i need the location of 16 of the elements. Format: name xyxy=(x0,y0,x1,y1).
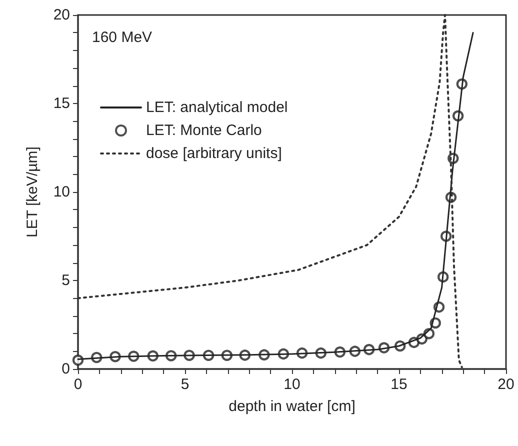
x-axis-title: depth in water [cm] xyxy=(228,398,356,415)
x-tick-label: 20 xyxy=(498,376,514,393)
y-axis-title: LET [keV/µm] xyxy=(24,146,41,238)
y-tick-label: 5 xyxy=(62,272,70,289)
y-tick-label: 0 xyxy=(62,360,70,378)
x-tick-label: 15 xyxy=(390,376,408,393)
legend-label: dose [arbitrary units] xyxy=(146,145,282,162)
y-tick-label: 15 xyxy=(53,95,70,112)
x-tick-label: 10 xyxy=(284,376,300,393)
y-tick-label: 20 xyxy=(53,6,70,24)
x-tick-label: 0 xyxy=(74,376,82,393)
y-tick-label: 10 xyxy=(53,184,70,200)
annotation: 160 MeV xyxy=(92,29,152,46)
x-tick-label: 5 xyxy=(180,376,190,393)
legend-label: LET: analytical model xyxy=(146,99,288,116)
legend-label: LET: Monte Carlo xyxy=(146,122,262,139)
